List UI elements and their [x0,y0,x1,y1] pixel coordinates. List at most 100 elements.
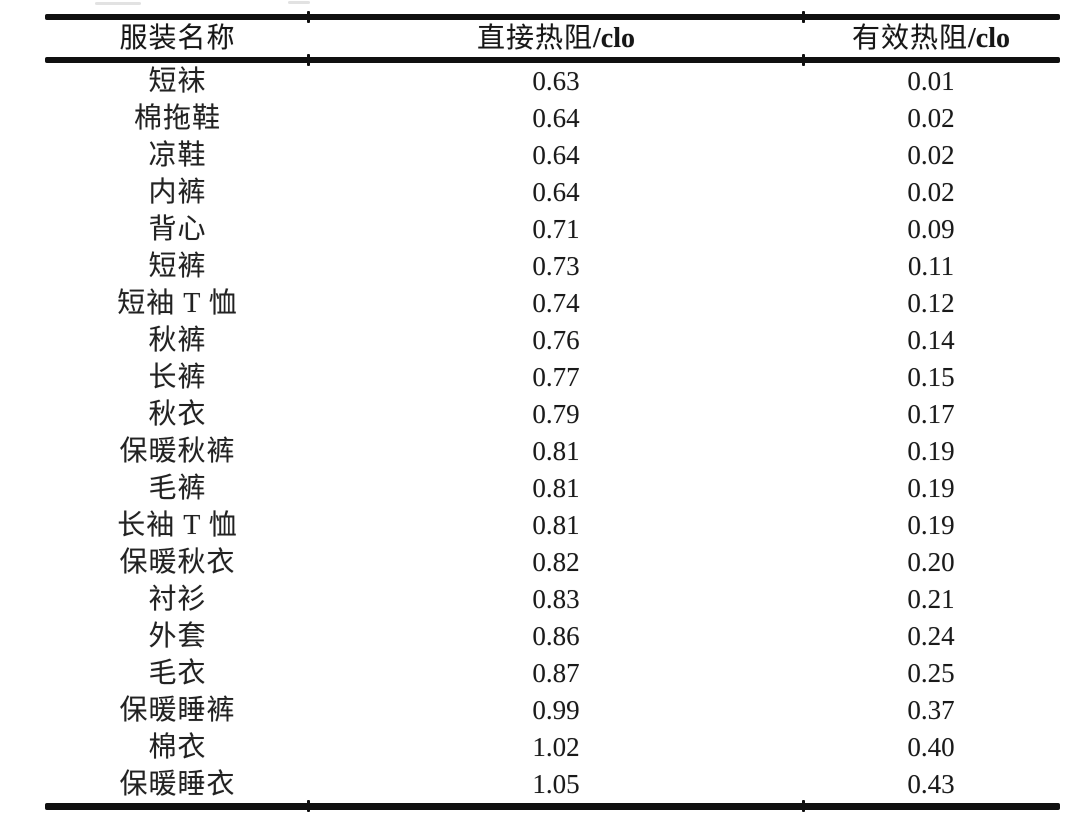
effective-clo-cell: 0.01 [907,66,955,96]
direct-clo-cell: 0.74 [532,288,580,318]
direct-clo-cell: 0.81 [532,436,580,466]
table-row: 保暖秋衣 0.82 0.20 [45,544,1060,581]
direct-clo-cell: 0.81 [532,510,580,540]
direct-clo-cell: 1.02 [532,732,580,762]
table-header-row: 服装名称 直接热阻/clo 有效热阻/clo [45,20,1060,57]
table-row: 背心 0.71 0.09 [45,211,1060,248]
effective-clo-cell: 0.11 [907,251,955,281]
table-row: 棉衣 1.02 0.40 [45,729,1060,766]
clothing-name-cell: 保暖睡衣 [119,769,236,800]
effective-clo-cell: 0.21 [907,584,955,614]
clothing-name-cell: 长袖 T 恤 [117,510,238,541]
effective-clo-cell: 0.19 [907,510,955,540]
header-label: 直接热阻 [476,23,593,54]
effective-clo-cell: 0.37 [907,695,955,725]
direct-clo-cell: 1.05 [532,769,580,799]
column-tick [307,11,310,23]
clothing-name-cell: 短袜 [148,66,207,97]
clothing-name-cell: 短裤 [148,251,207,282]
table-row: 内裤 0.64 0.02 [45,174,1060,211]
direct-clo-cell: 0.64 [532,103,580,133]
table-row: 保暖秋裤 0.81 0.19 [45,433,1060,470]
column-tick [802,54,805,66]
effective-clo-cell: 0.25 [907,658,955,688]
table-row: 棉拖鞋 0.64 0.02 [45,100,1060,137]
effective-clo-cell: 0.40 [907,732,955,762]
clothing-name-cell: 秋裤 [148,325,207,356]
clothing-name-cell: 保暖秋衣 [119,547,236,578]
clothing-name-cell: 外套 [148,621,207,652]
column-header-effective-clo: 有效热阻/clo [802,20,1060,57]
table-row: 秋裤 0.76 0.14 [45,322,1060,359]
direct-clo-cell: 0.87 [532,658,580,688]
header-unit: /clo [968,23,1010,54]
clothing-name-cell: 秋衣 [148,399,207,430]
effective-clo-cell: 0.19 [907,436,955,466]
clothing-name-cell: 棉拖鞋 [133,103,221,134]
column-tick [802,11,805,23]
table-row: 秋衣 0.79 0.17 [45,396,1060,433]
clothing-name-cell: 保暖睡裤 [119,695,236,726]
clothing-name-cell: 凉鞋 [148,140,207,171]
scan-artifact [95,2,141,5]
clothing-name-cell: 背心 [148,214,207,245]
column-tick [307,800,310,812]
table-top-rule [45,11,1060,23]
clothing-name-cell: 保暖秋裤 [119,436,236,467]
header-label: 服装名称 [119,23,236,54]
table-row: 保暖睡衣 1.05 0.43 [45,766,1060,803]
direct-clo-cell: 0.82 [532,547,580,577]
table-row: 短袜 0.63 0.01 [45,63,1060,100]
table-bottom-rule [45,800,1060,812]
clothing-name-cell: 棉衣 [148,732,207,763]
column-tick [802,800,805,812]
clothing-name-cell: 毛衣 [148,658,207,689]
table-row: 毛裤 0.81 0.19 [45,470,1060,507]
effective-clo-cell: 0.02 [907,140,955,170]
effective-clo-cell: 0.20 [907,547,955,577]
direct-clo-cell: 0.63 [532,66,580,96]
clothing-name-cell: 短袖 T 恤 [117,288,238,319]
table-row: 短裤 0.73 0.11 [45,248,1060,285]
direct-clo-cell: 0.81 [532,473,580,503]
scan-artifact [288,1,310,4]
column-header-direct-clo: 直接热阻/clo [310,20,802,57]
effective-clo-cell: 0.15 [907,362,955,392]
table-row: 凉鞋 0.64 0.02 [45,137,1060,174]
clothing-thermal-resistance-table: 服装名称 直接热阻/clo 有效热阻/clo 短袜 0.63 0.01 棉拖鞋 … [45,11,1060,812]
table-row: 长袖 T 恤 0.81 0.19 [45,507,1060,544]
clothing-name-cell: 毛裤 [148,473,207,504]
clothing-name-cell: 长裤 [148,362,207,393]
column-header-clothing-name: 服装名称 [45,20,310,57]
direct-clo-cell: 0.79 [532,399,580,429]
header-label: 有效热阻 [851,23,968,54]
table-row: 长裤 0.77 0.15 [45,359,1060,396]
direct-clo-cell: 0.73 [532,251,580,281]
direct-clo-cell: 0.76 [532,325,580,355]
effective-clo-cell: 0.02 [907,103,955,133]
table-row: 短袖 T 恤 0.74 0.12 [45,285,1060,322]
table-body: 短袜 0.63 0.01 棉拖鞋 0.64 0.02 凉鞋 0.64 0.02 … [45,63,1060,803]
clothing-name-cell: 内裤 [148,177,207,208]
table-row: 衬衫 0.83 0.21 [45,581,1060,618]
direct-clo-cell: 0.99 [532,695,580,725]
effective-clo-cell: 0.24 [907,621,955,651]
table-row: 保暖睡裤 0.99 0.37 [45,692,1060,729]
direct-clo-cell: 0.83 [532,584,580,614]
effective-clo-cell: 0.12 [907,288,955,318]
direct-clo-cell: 0.77 [532,362,580,392]
direct-clo-cell: 0.71 [532,214,580,244]
effective-clo-cell: 0.43 [907,769,955,799]
direct-clo-cell: 0.64 [532,177,580,207]
direct-clo-cell: 0.86 [532,621,580,651]
table-header-rule [45,54,1060,66]
effective-clo-cell: 0.09 [907,214,955,244]
header-unit: /clo [593,23,635,54]
clothing-name-cell: 衬衫 [148,584,207,615]
table-row: 外套 0.86 0.24 [45,618,1060,655]
effective-clo-cell: 0.19 [907,473,955,503]
column-tick [307,54,310,66]
effective-clo-cell: 0.02 [907,177,955,207]
effective-clo-cell: 0.17 [907,399,955,429]
